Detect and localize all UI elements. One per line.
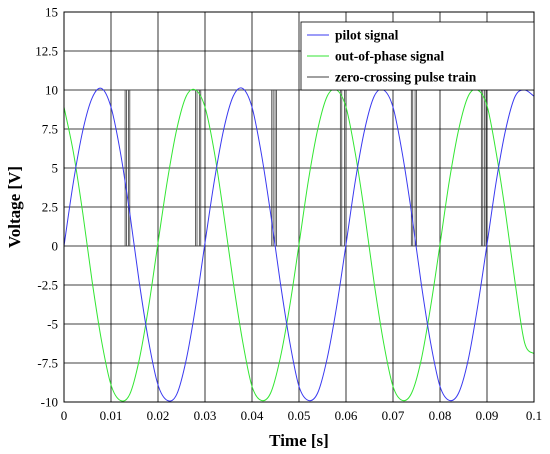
legend-label-out-of-phase-signal: out-of-phase signal	[335, 49, 444, 64]
axis-ticks: 0 0.01 0.02 0.03 0.04 0.05 0.06 0.07 0.08 0.09 0.1…	[35, 5, 542, 424]
x-tick-label: 0.07	[382, 408, 405, 423]
legend-label-zero-crossing-pulse-train: zero-crossing pulse train	[335, 70, 477, 85]
y-tick-label: -7.5	[37, 356, 58, 371]
y-tick-label: 15	[45, 5, 58, 20]
y-tick-label: 12.5	[35, 44, 58, 59]
x-tick-label: 0.09	[476, 408, 499, 423]
x-tick-label: 0.06	[335, 408, 358, 423]
plot-frame	[63, 11, 535, 403]
x-tick-label: 0.08	[429, 408, 452, 423]
x-tick-label: 0.1	[526, 408, 542, 423]
legend-box	[300, 21, 535, 91]
x-tick-label: 0.05	[288, 408, 311, 423]
x-tick-label: 0.02	[147, 408, 170, 423]
x-tick-label: 0	[61, 408, 68, 423]
y-tick-label: -10	[41, 395, 58, 410]
x-tick-label: 0.04	[241, 408, 264, 423]
y-tick-label: -5	[47, 317, 58, 332]
x-axis-title: Time [s]	[269, 431, 329, 450]
x-tick-label: 0.01	[100, 408, 123, 423]
series-group	[63, 87, 535, 402]
y-tick-label: 5	[52, 161, 59, 176]
series-line-zero-crossing-pulse-train	[64, 89, 534, 247]
series-line-out-of-phase-signal	[63, 88, 535, 402]
legend: pilot signal out-of-phase signal zero-cr…	[300, 21, 535, 91]
y-tick-label: 7.5	[42, 122, 58, 137]
y-tick-label: 0	[52, 239, 59, 254]
series-line-pilot-signal	[63, 87, 535, 402]
y-tick-label: 2.5	[42, 200, 58, 215]
y-axis-title: Voltage [V]	[5, 166, 24, 248]
x-tick-label: 0.03	[194, 408, 217, 423]
y-tick-label: -2.5	[37, 278, 58, 293]
y-tick-label: 10	[45, 83, 58, 98]
legend-label-pilot-signal: pilot signal	[335, 28, 399, 43]
